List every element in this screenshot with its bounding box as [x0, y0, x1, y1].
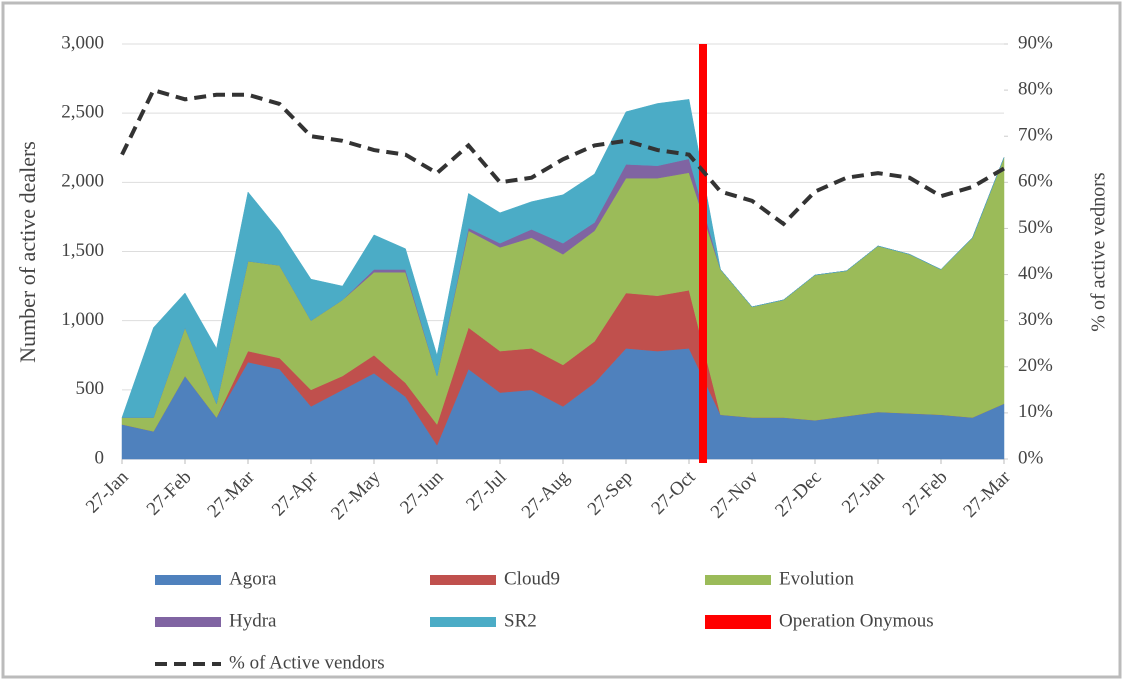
y2-tick-label: 90%	[1018, 32, 1053, 53]
y-tick-label: 0	[95, 447, 105, 468]
y-axis-label: Number of active dealers	[15, 141, 40, 363]
y-tick-label: 1,500	[61, 240, 104, 261]
event-line	[699, 44, 707, 463]
legend-swatch	[430, 575, 496, 585]
y2-tick-label: 40%	[1018, 263, 1053, 284]
legend-swatch	[155, 575, 221, 585]
y2-tick-label: 20%	[1018, 355, 1053, 376]
y2-tick-label: 50%	[1018, 217, 1053, 238]
legend-swatch	[705, 615, 771, 629]
y2-axis-label: % of active vednors	[1088, 172, 1110, 332]
legend-label: Cloud9	[504, 568, 560, 589]
y2-tick-label: 0%	[1018, 447, 1044, 468]
legend-label: Operation Onymous	[779, 610, 934, 631]
legend-swatch	[705, 575, 771, 585]
legend-swatch	[155, 617, 221, 627]
legend-label: % of Active vendors	[229, 652, 385, 673]
legend-label: SR2	[504, 610, 537, 631]
y-tick-label: 2,000	[61, 171, 104, 192]
y2-tick-label: 60%	[1018, 171, 1053, 192]
y2-tick-label: 80%	[1018, 78, 1053, 99]
y2-tick-label: 30%	[1018, 309, 1053, 330]
y-tick-label: 500	[76, 378, 105, 399]
y2-tick-label: 70%	[1018, 125, 1053, 146]
line	[120, 87, 1006, 227]
legend-swatch	[430, 617, 496, 627]
y2-tick-label: 10%	[1018, 401, 1053, 422]
legend-label: Evolution	[779, 568, 854, 589]
y-tick-label: 2,500	[61, 102, 104, 123]
y-tick-label: 1,000	[61, 309, 104, 330]
legend-label: Hydra	[229, 610, 277, 631]
y-tick-label: 3,000	[61, 32, 104, 53]
legend-label: Agora	[229, 568, 277, 589]
